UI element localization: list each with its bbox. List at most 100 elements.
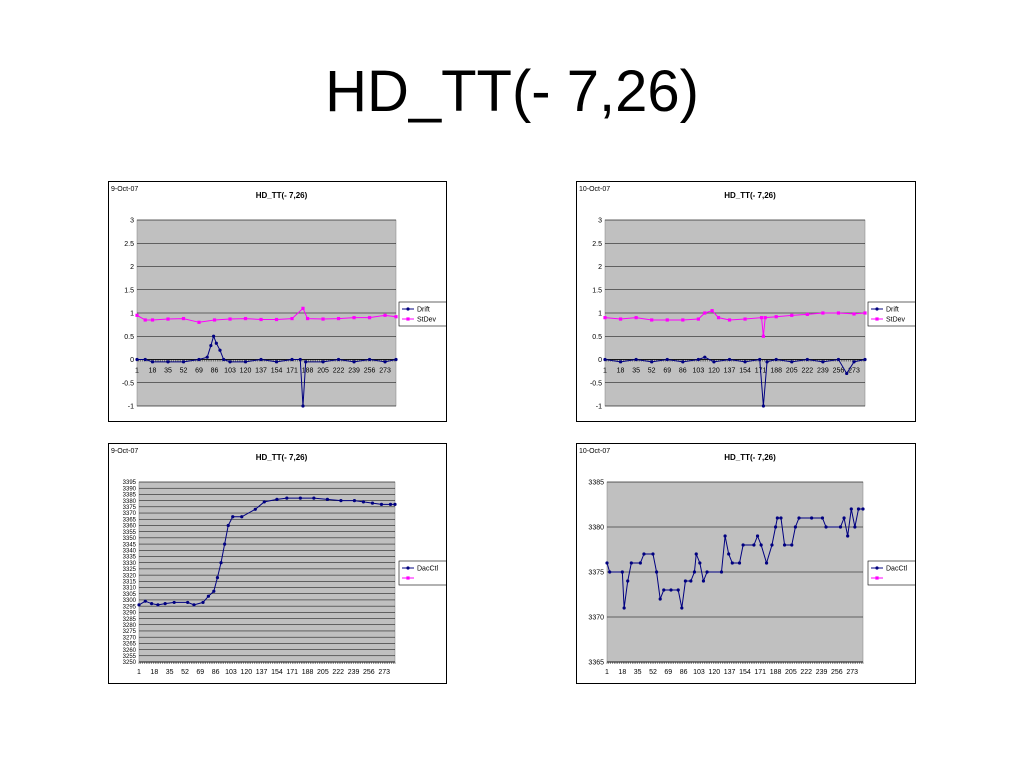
legend-label: Drift: [417, 307, 430, 314]
data-point: [770, 543, 774, 547]
x-tick-label: 188: [302, 368, 314, 375]
data-point: [163, 602, 167, 606]
x-tick-label: 239: [816, 669, 828, 676]
y-tick-label: 3330: [123, 561, 137, 567]
data-point: [669, 588, 673, 592]
y-tick-label: 3295: [123, 604, 137, 610]
data-point: [212, 318, 217, 322]
data-point: [650, 318, 654, 322]
x-tick-label: 137: [256, 669, 268, 676]
data-point: [836, 357, 841, 362]
y-tick-label: 3265: [123, 642, 137, 648]
y-tick-label: -0.5: [590, 380, 602, 387]
data-point: [197, 320, 201, 324]
data-point: [197, 357, 201, 362]
data-point: [774, 357, 778, 362]
x-tick-label: 256: [364, 368, 376, 375]
data-point: [758, 357, 762, 362]
data-point: [388, 502, 393, 506]
legend-label: Drift: [886, 307, 899, 314]
legend-marker: [875, 566, 879, 570]
data-point: [761, 334, 765, 338]
x-tick-label: 222: [332, 669, 344, 676]
x-tick-label: 35: [632, 368, 640, 375]
data-point: [206, 594, 211, 598]
data-point: [201, 600, 205, 605]
legend-label: StDev: [886, 317, 906, 324]
data-point: [321, 360, 325, 364]
data-point: [692, 570, 697, 574]
legend-marker: [875, 317, 879, 321]
data-point: [680, 606, 684, 610]
data-point: [156, 603, 160, 607]
data-point: [650, 360, 654, 364]
chart-drift-stdev-10-oct: 10-Oct-07 HD_TT(- 7,26) -1 -0.5 0 0.5 1 1.5 2 2.5…: [576, 181, 916, 422]
data-point: [773, 525, 778, 529]
data-point: [759, 316, 764, 320]
data-point: [741, 543, 745, 547]
data-point: [243, 360, 248, 364]
y-tick-label: 1: [598, 311, 602, 318]
data-point: [863, 357, 867, 362]
data-point: [143, 318, 147, 322]
chart-svg: 10-Oct-07 HD_TT(- 7,26) -1 -0.5 0 0.5 1 1.5 2 2.5…: [579, 186, 915, 411]
data-point: [730, 561, 734, 565]
data-point: [205, 355, 209, 359]
chart-title: HD_TT(- 7,26): [724, 453, 776, 462]
data-point: [681, 360, 685, 364]
data-point: [797, 516, 801, 520]
x-tick-label: 18: [618, 669, 626, 676]
legend-box: [867, 301, 915, 327]
chart-title: HD_TT(- 7,26): [256, 453, 308, 462]
y-tick-label: 3260: [123, 648, 137, 654]
data-point: [658, 597, 662, 601]
x-tick-label: 120: [708, 368, 720, 375]
data-point: [651, 552, 655, 556]
x-tick-label: 103: [224, 368, 236, 375]
data-point: [143, 599, 147, 603]
data-point: [727, 357, 732, 362]
y-tick-label: 3390: [123, 486, 137, 492]
legend-box: [867, 560, 915, 586]
y-tick-label: 3355: [123, 530, 137, 536]
y-tick-label: 2: [598, 264, 602, 271]
data-point: [743, 360, 747, 364]
data-point: [719, 570, 724, 574]
data-point: [259, 317, 263, 322]
data-point: [150, 360, 155, 364]
x-tick-label: 273: [379, 368, 391, 375]
data-point: [603, 316, 607, 320]
data-point: [137, 603, 141, 607]
y-tick-label: 3385: [123, 493, 137, 499]
data-point: [638, 561, 642, 565]
data-point: [863, 311, 867, 315]
x-tick-label: 1: [135, 368, 139, 375]
y-tick-label: 3: [598, 218, 602, 225]
data-point: [379, 502, 384, 506]
plot-area: [138, 481, 396, 663]
data-point: [223, 542, 227, 546]
y-tick-label: 0: [130, 357, 134, 364]
data-point: [861, 507, 865, 511]
data-point: [790, 543, 794, 547]
data-point: [723, 534, 727, 538]
x-tick-label: 222: [800, 669, 812, 676]
data-point: [689, 579, 693, 583]
series-line-drift: [604, 356, 866, 407]
data-point: [716, 316, 721, 320]
x-tick-label: 18: [617, 368, 625, 375]
y-tick-label: 3335: [123, 555, 137, 561]
x-tick-label: 256: [363, 669, 375, 676]
data-point: [853, 525, 857, 529]
chart-date: 9-Oct-07: [111, 186, 138, 193]
x-tick-label: 86: [212, 669, 220, 676]
y-tick-label: 2: [130, 264, 134, 271]
y-tick-label: 3370: [588, 615, 604, 622]
x-tick-label: 222: [333, 368, 345, 375]
data-point: [765, 360, 769, 364]
data-point: [393, 502, 397, 506]
data-point: [698, 561, 702, 565]
chart-svg: 10-Oct-07 HD_TT(- 7,26) 3365 3370 3375 3380 33…: [579, 448, 915, 676]
x-tick-label: 205: [317, 368, 329, 375]
y-tick-label: 3385: [588, 480, 604, 487]
